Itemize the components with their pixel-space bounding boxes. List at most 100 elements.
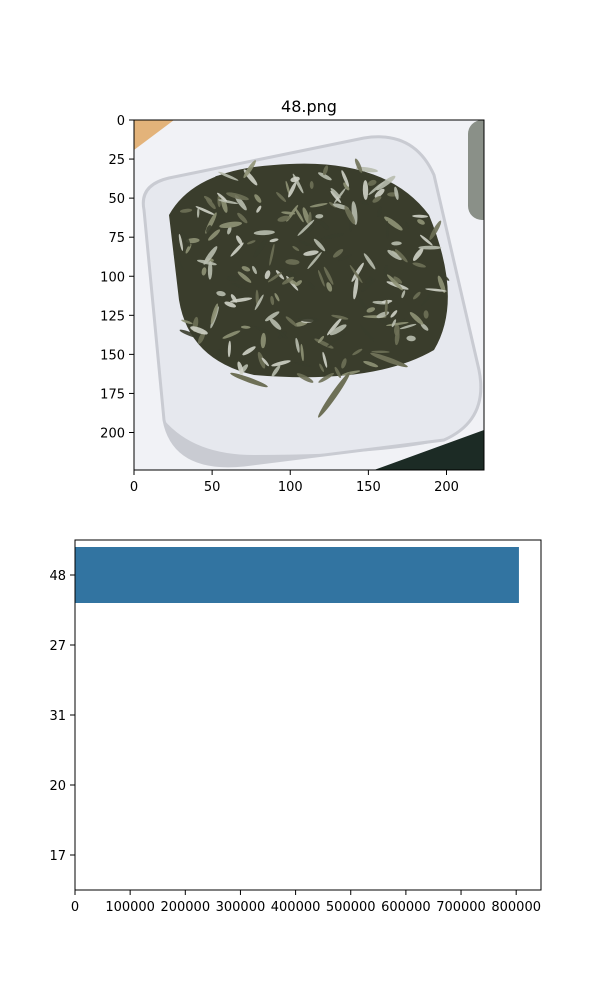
fish: [309, 203, 328, 208]
fish: [303, 250, 319, 256]
fish: [253, 238, 268, 258]
fish: [298, 317, 319, 322]
fish: [327, 317, 342, 336]
fish: [423, 310, 429, 319]
fish: [173, 253, 185, 271]
fish: [399, 323, 417, 330]
image-y-tick-label: 150: [100, 348, 125, 363]
fish: [322, 351, 328, 368]
fish: [420, 323, 429, 331]
fish: [412, 214, 428, 218]
image-y-tick-label: 0: [117, 114, 125, 129]
image-subplot: 48.png 0 50 100 150 200 0 25 50 75 100 125 150 175 2…: [100, 97, 485, 495]
image-y-tick-label: 100: [100, 270, 125, 285]
bars: [75, 547, 519, 603]
fish: [254, 294, 264, 311]
fish: [412, 262, 426, 268]
fish: [285, 180, 291, 196]
fish: [295, 337, 300, 353]
fish: [201, 267, 207, 276]
fish: [419, 234, 433, 246]
fish: [365, 276, 374, 285]
fish: [394, 249, 408, 263]
fish: [353, 276, 359, 300]
fish: [190, 326, 208, 335]
fish: [334, 366, 341, 378]
fish: [330, 190, 342, 204]
fish: [386, 321, 409, 327]
fish: [227, 226, 232, 235]
image-y-tick-label: 25: [108, 153, 125, 168]
fish: [241, 266, 251, 272]
fish: [269, 243, 275, 266]
fish: [438, 271, 450, 281]
bar-category-label: 48: [49, 569, 66, 584]
image-y-tick-label: 50: [108, 192, 125, 207]
fish: [299, 240, 313, 247]
corner-dark-region: [374, 430, 484, 470]
fish: [222, 330, 241, 339]
bar-x-tick-label: 800000: [491, 900, 541, 915]
bar-x-tick-label: 700000: [436, 900, 486, 915]
fish: [246, 240, 256, 245]
fish: [318, 172, 332, 181]
fish: [219, 221, 242, 229]
fish: [385, 220, 389, 239]
fish: [256, 205, 262, 213]
fish: [226, 192, 249, 201]
fish: [296, 373, 314, 383]
fish: [368, 181, 385, 195]
fish: [384, 216, 403, 231]
bar-category-label: 31: [49, 709, 66, 724]
fish: [326, 282, 333, 292]
image-x-tick-label: 50: [204, 480, 221, 495]
fish: [318, 372, 335, 383]
fish: [276, 191, 287, 203]
fish: [261, 357, 269, 367]
fish: [391, 241, 402, 246]
fish: [253, 230, 275, 236]
fish: [317, 335, 325, 344]
image-y-axis: 0 25 50 75 100 125 150 175 200: [100, 114, 134, 442]
fish: [318, 372, 350, 418]
image-y-tick-label: 200: [100, 427, 125, 442]
fish: [354, 158, 363, 173]
image-x-tick-label: 200: [434, 480, 459, 495]
bar-category-label: 20: [49, 779, 66, 794]
fish: [179, 208, 193, 213]
fish: [274, 292, 280, 302]
fish: [224, 301, 236, 308]
fish: [196, 207, 200, 218]
bar-x-axis: 0 100000 200000 300000 400000 500000 600000 700…: [71, 890, 541, 915]
fish: [404, 221, 410, 229]
fish: [269, 238, 279, 243]
bar-subplot: 0 100000 200000 300000 400000 500000 600000 700…: [49, 539, 542, 915]
fish: [363, 360, 379, 368]
fish: [279, 268, 297, 278]
fish: [393, 276, 403, 284]
fish: [327, 333, 346, 347]
fish: [285, 259, 300, 265]
fish: [332, 248, 344, 258]
fish: [386, 274, 403, 291]
fish: [307, 224, 314, 233]
image-content: [134, 120, 484, 470]
fish: [237, 361, 244, 375]
fish: [366, 307, 376, 313]
fish: [236, 235, 243, 246]
fish: [309, 181, 314, 189]
fish: [362, 180, 369, 200]
fish: [217, 194, 221, 208]
fish: [216, 349, 223, 359]
bar-y-axis: 48 27 31 20 17: [49, 569, 75, 864]
fish: [338, 254, 353, 262]
fish: [227, 340, 231, 358]
fish: [321, 233, 345, 240]
fish: [271, 360, 291, 367]
fish: [264, 311, 280, 322]
fish: [417, 219, 425, 225]
fish: [323, 266, 334, 285]
fish: [359, 324, 375, 342]
fish: [367, 179, 377, 186]
